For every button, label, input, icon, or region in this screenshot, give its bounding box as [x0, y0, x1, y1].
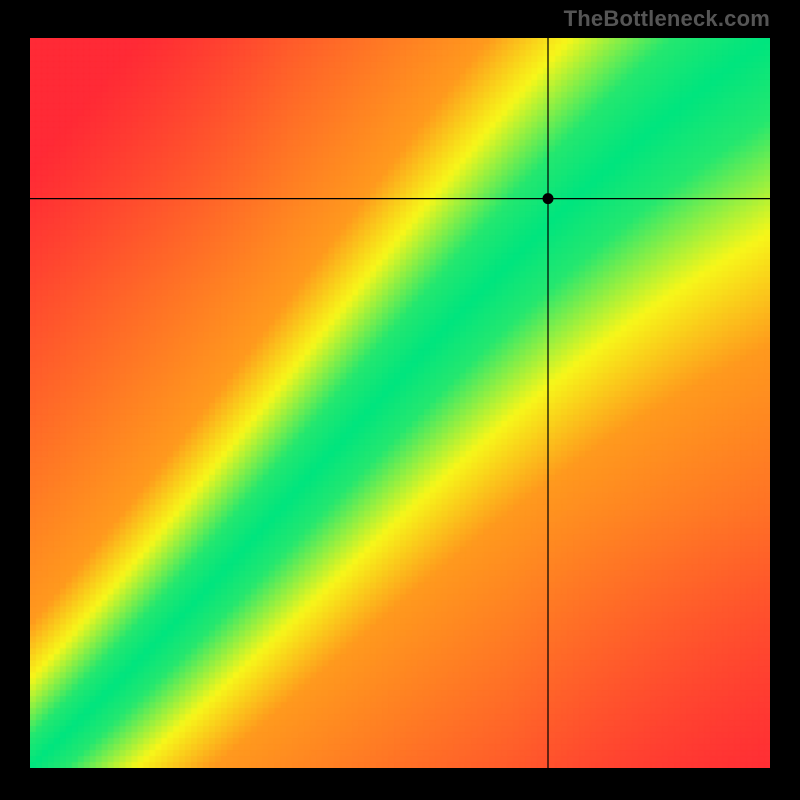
plot-area	[30, 38, 770, 768]
crosshair-point	[543, 193, 554, 204]
watermark-text: TheBottleneck.com	[564, 6, 770, 32]
crosshair-overlay	[30, 38, 770, 768]
